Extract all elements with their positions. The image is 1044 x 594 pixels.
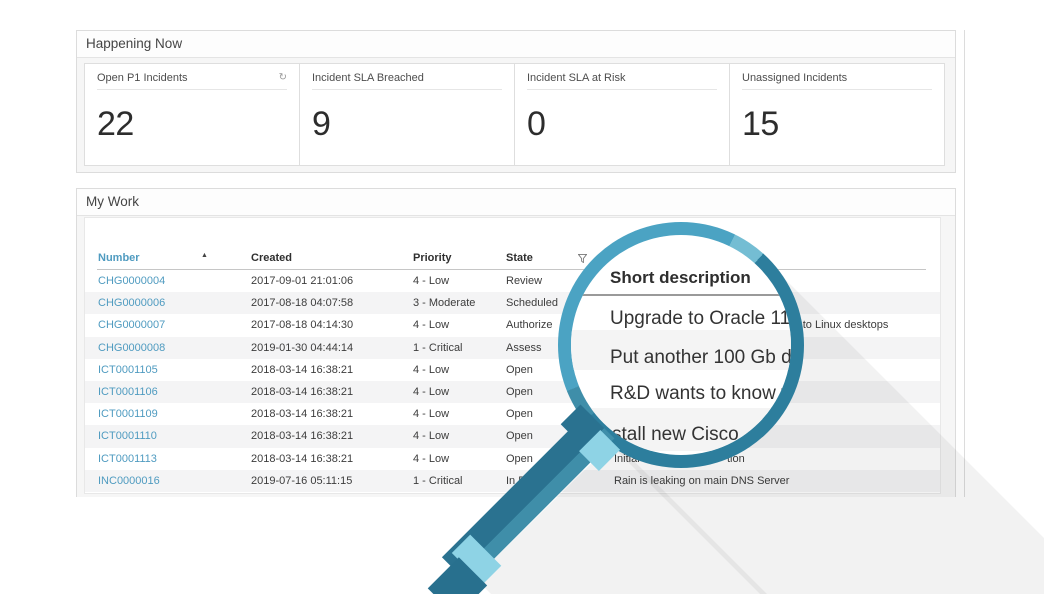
- filter-icon[interactable]: [577, 254, 588, 266]
- scorecard-row: Open P1 Incidents ↻ 22 Incident SLA Breache…: [84, 63, 945, 166]
- scorecard-label: Incident SLA Breached: [312, 72, 424, 84]
- scorecard-label: Open P1 Incidents: [97, 72, 188, 84]
- table-row[interactable]: ICT0001109 2018-03-14 16:38:21 4 - Low Open: [85, 403, 940, 425]
- created-cell: 2018-03-14 16:38:21: [251, 408, 354, 421]
- scorecard-value: 9: [312, 105, 331, 143]
- table-row[interactable]: ICT0001113 2018-03-14 16:38:21 4 - Low Open…: [85, 448, 940, 470]
- scorecard-value: 0: [527, 105, 546, 143]
- scorecard-unassigned-incidents[interactable]: Unassigned Incidents 15: [730, 64, 944, 165]
- table-row[interactable]: ICT0001105 2018-03-14 16:38:21 4 - Low Open: [85, 359, 940, 381]
- state-cell: Review: [506, 275, 543, 287]
- table-row[interactable]: INC0000016 2019-07-16 05:11:15 1 - Critica…: [85, 469, 940, 492]
- table-row[interactable]: CHG0000007 2017-08-18 04:14:30 4 - Low Auth…: [85, 314, 940, 336]
- priority-cell: 1 - Critical: [413, 341, 463, 354]
- magnifier-lens-content: Short description Upgrade to Oracle 11i P…: [571, 235, 791, 455]
- created-cell: 2018-03-14 16:38:21: [251, 430, 354, 443]
- table-body: CHG0000004 2017-09-01 21:01:06 4 - Low Revi…: [85, 270, 940, 492]
- record-number-link[interactable]: CHG0000007: [98, 319, 166, 332]
- scorecard-open-p1-incidents[interactable]: Open P1 Incidents ↻ 22: [85, 64, 300, 165]
- table-row[interactable]: CHG0000004 2017-09-01 21:01:06 4 - Low Revi…: [85, 270, 940, 292]
- record-number-link[interactable]: ICT0001106: [98, 385, 158, 398]
- priority-cell: 3 - Moderate: [413, 297, 476, 310]
- record-number-link[interactable]: ICT0001113: [98, 452, 157, 465]
- priority-cell: 4 - Low: [413, 385, 450, 398]
- my-work-title: My Work: [77, 189, 955, 216]
- state-cell: Assess: [506, 341, 542, 354]
- lens-row-stripe: [571, 330, 791, 370]
- table-header-row: Number ▲ Created Priority State: [85, 249, 940, 270]
- lens-header-underline: [571, 294, 791, 296]
- priority-cell: 4 - Low: [413, 363, 450, 376]
- scorecard-label-row: Incident SLA at Risk: [527, 72, 717, 90]
- state-cell: Open: [506, 408, 533, 421]
- table-row[interactable]: CHG0000008 2019-01-30 04:44:14 1 - Critica…: [85, 336, 940, 359]
- scorecard-label-row: Incident SLA Breached: [312, 72, 502, 90]
- priority-cell: 1 - Critical: [413, 474, 463, 487]
- priority-cell: 4 - Low: [413, 319, 450, 332]
- state-cell: Scheduled: [506, 297, 558, 310]
- column-header-priority[interactable]: Priority: [413, 252, 452, 264]
- record-number-link[interactable]: CHG0000006: [98, 297, 166, 310]
- created-cell: 2017-08-18 04:07:58: [251, 297, 354, 310]
- scorecard-incident-sla-at-risk[interactable]: Incident SLA at Risk 0: [515, 64, 730, 165]
- created-cell: 2018-03-14 16:38:21: [251, 363, 354, 376]
- column-header-created[interactable]: Created: [251, 252, 292, 264]
- lens-short-description-header: Short description: [610, 268, 751, 287]
- state-cell: Open: [506, 452, 533, 465]
- scorecard-label-row: Open P1 Incidents ↻: [97, 72, 287, 90]
- state-cell: Open: [506, 385, 533, 398]
- my-work-panel: My Work Number ▲ Created Priority State …: [76, 188, 956, 497]
- created-cell: 2019-07-16 05:11:15: [251, 474, 353, 487]
- record-number-link[interactable]: ICT0001110: [98, 430, 157, 443]
- column-header-state[interactable]: State: [506, 252, 533, 264]
- my-work-table: Number ▲ Created Priority State CHG00000…: [84, 217, 941, 494]
- created-cell: 2017-08-18 04:14:30: [251, 319, 354, 332]
- lens-magnified-text: Upgrade to Oracle 11i: [610, 308, 791, 329]
- happening-now-panel: Happening Now Open P1 Incidents ↻ 22 Incide…: [76, 30, 956, 173]
- short-description-cell: Rain is leaking on main DNS Server: [614, 474, 790, 487]
- scorecard-label: Incident SLA at Risk: [527, 72, 626, 84]
- record-number-link[interactable]: ICT0001109: [98, 408, 158, 421]
- priority-cell: 4 - Low: [413, 452, 450, 465]
- refresh-icon[interactable]: ↻: [278, 72, 287, 83]
- scorecard-value: 15: [742, 105, 779, 143]
- short-description-cell: r to Linux desktops: [796, 319, 889, 332]
- scorecard-label-row: Unassigned Incidents: [742, 72, 932, 90]
- table-row[interactable]: CHG0000006 2017-08-18 04:07:58 3 - Moderat…: [85, 292, 940, 315]
- created-cell: 2019-01-30 04:44:14: [251, 341, 354, 354]
- priority-cell: 4 - Low: [413, 275, 450, 287]
- table-row[interactable]: ICT0001106 2018-03-14 16:38:21 4 - Low Open: [85, 380, 940, 404]
- created-cell: 2018-03-14 16:38:21: [251, 385, 354, 398]
- scorecard-incident-sla-breached[interactable]: Incident SLA Breached 9: [300, 64, 515, 165]
- lens-magnified-text: stall new Cisco: [612, 424, 739, 445]
- state-cell: Open: [506, 430, 533, 443]
- column-divider-line: [964, 30, 965, 497]
- scorecard-value: 22: [97, 105, 134, 143]
- lens-magnified-text: R&D wants to know what it': [610, 383, 791, 404]
- record-number-link[interactable]: CHG0000008: [98, 341, 166, 354]
- lens-magnified-text: Put another 100 Gb drive on t: [610, 347, 791, 368]
- priority-cell: 4 - Low: [413, 430, 450, 443]
- priority-cell: 4 - Low: [413, 408, 450, 421]
- table-row[interactable]: ICT0001110 2018-03-14 16:38:21 4 - Low Open: [85, 425, 940, 448]
- scorecard-label: Unassigned Incidents: [742, 72, 848, 84]
- record-number-link[interactable]: ICT0001105: [98, 363, 158, 376]
- column-header-number[interactable]: Number: [98, 252, 140, 264]
- happening-now-title: Happening Now: [77, 31, 955, 58]
- record-number-link[interactable]: INC0000016: [98, 474, 160, 487]
- created-cell: 2017-09-01 21:01:06: [251, 275, 354, 287]
- sort-ascending-icon[interactable]: ▲: [201, 252, 208, 259]
- state-cell: Authorize: [506, 319, 553, 332]
- state-cell: Open: [506, 363, 533, 376]
- created-cell: 2018-03-14 16:38:21: [251, 452, 354, 465]
- header-underline: [97, 269, 926, 270]
- record-number-link[interactable]: CHG0000004: [98, 275, 166, 287]
